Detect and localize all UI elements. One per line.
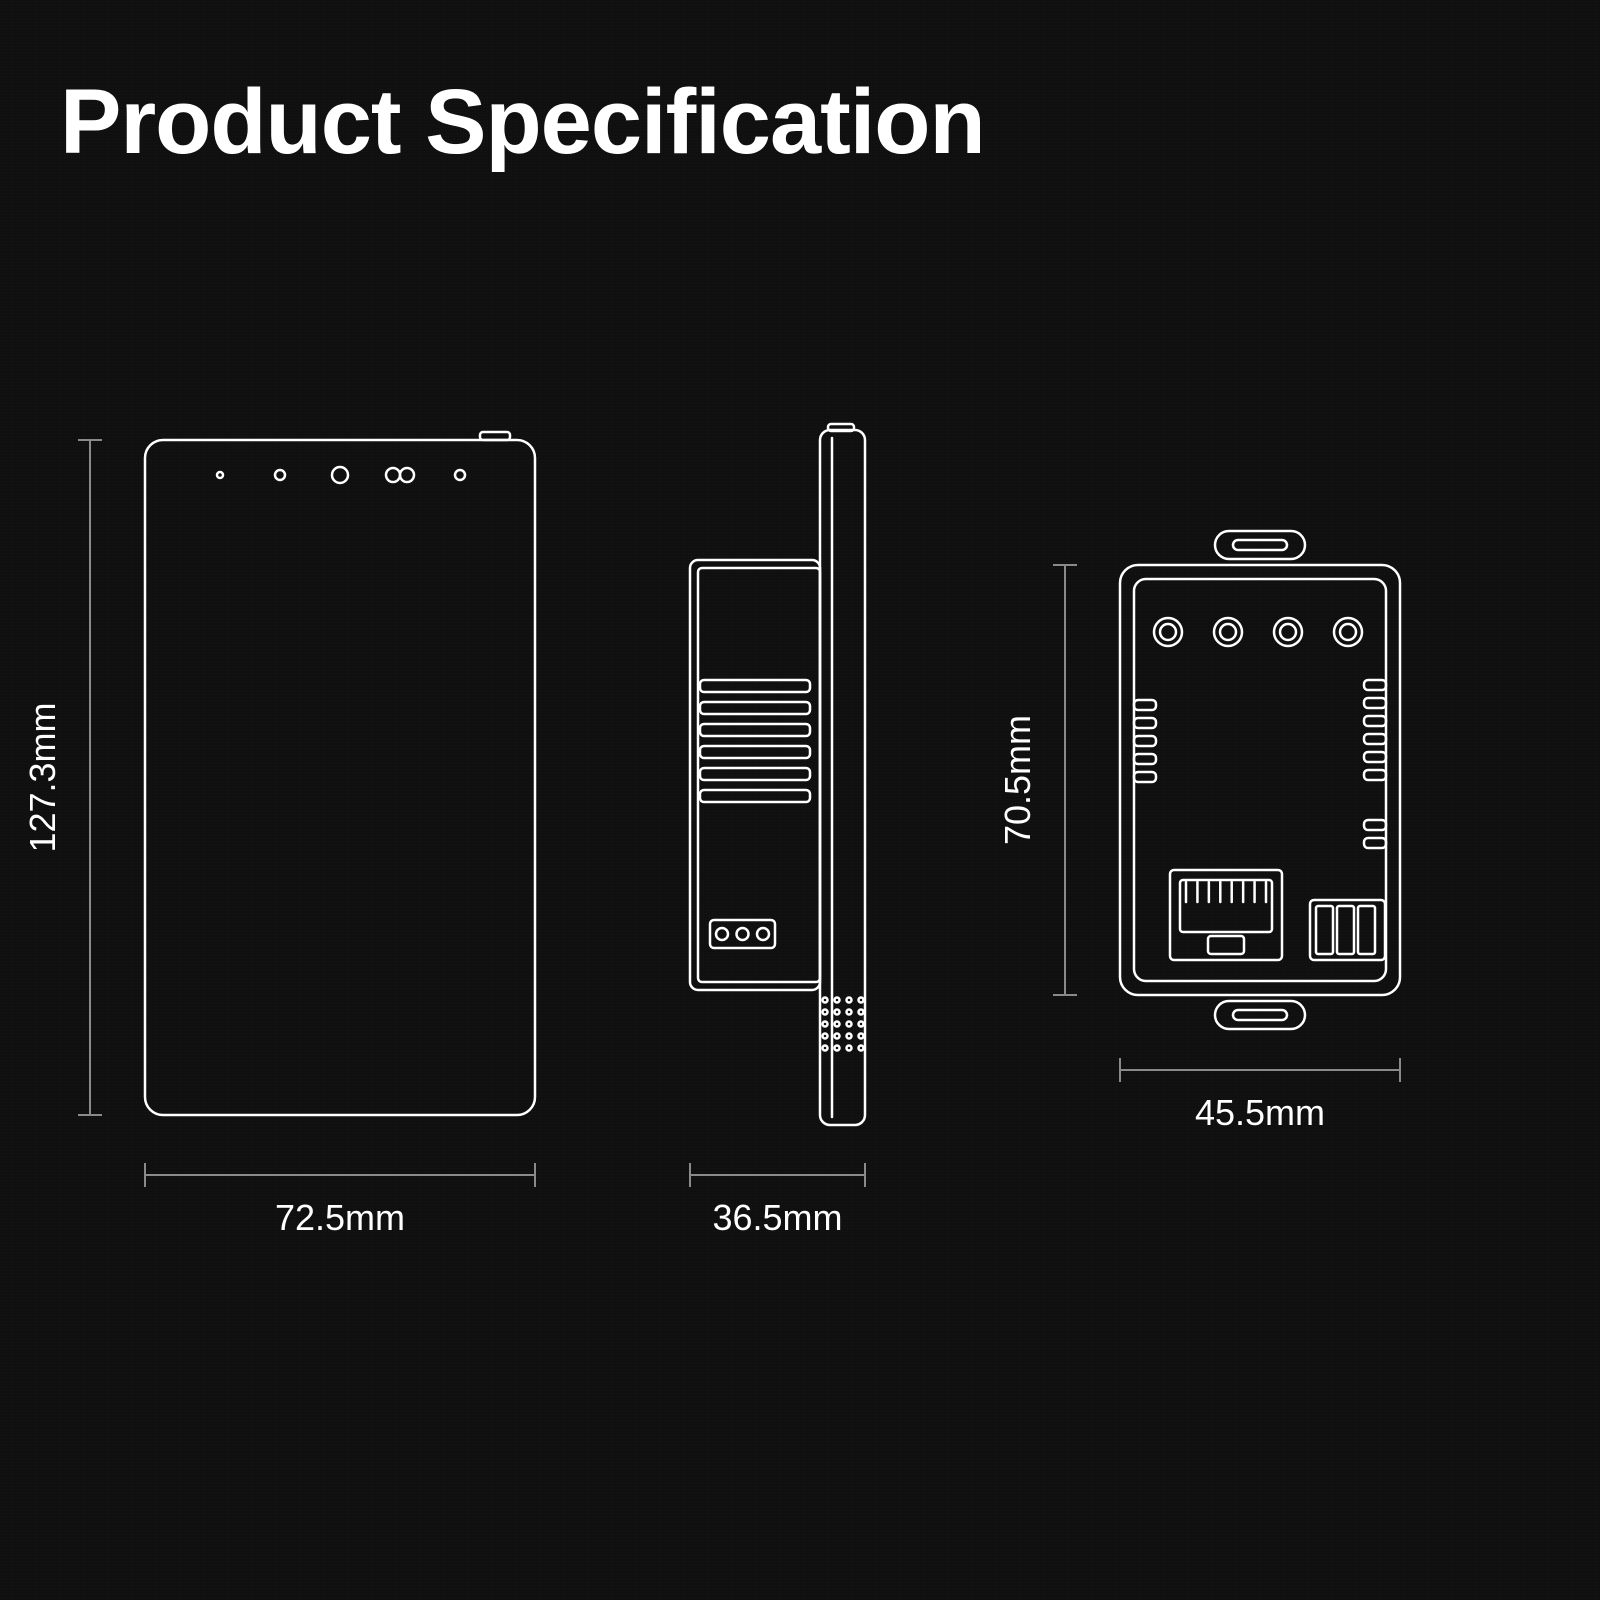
svg-text:70.5mm: 70.5mm [997,715,1038,845]
svg-text:45.5mm: 45.5mm [1195,1092,1325,1133]
spec-diagram: 127.3mm 72.5mm 36.5mm 70.5mm 45.5mm [0,0,1600,1600]
svg-text:127.3mm: 127.3mm [22,702,63,852]
svg-text:72.5mm: 72.5mm [275,1197,405,1238]
svg-text:36.5mm: 36.5mm [712,1197,842,1238]
